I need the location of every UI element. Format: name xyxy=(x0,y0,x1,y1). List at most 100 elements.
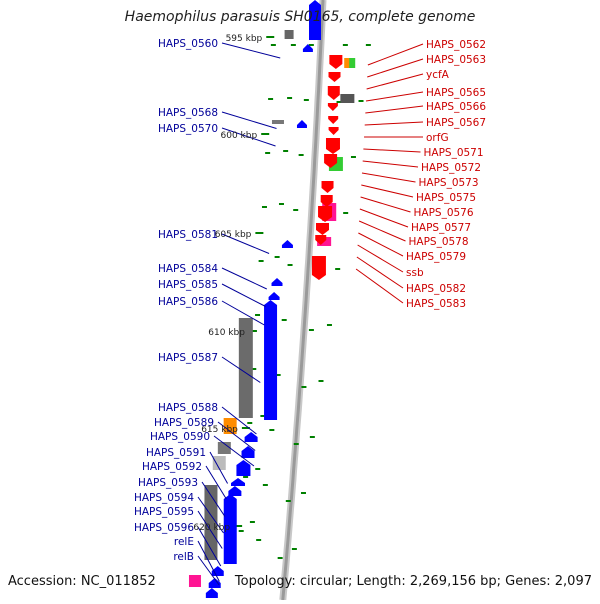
scale-label: 600 kbp xyxy=(221,131,258,141)
backbone-line xyxy=(281,0,325,601)
left-leader-line xyxy=(221,267,267,290)
feature-block xyxy=(284,30,294,39)
minus-strand-gene-arrow xyxy=(236,460,251,476)
left-gene-label: relB xyxy=(173,551,194,563)
feature-block xyxy=(223,418,237,434)
minus-strand-gene-arrow xyxy=(244,432,258,442)
plus-strand-gene-arrow xyxy=(328,116,339,124)
plus-strand-gene-arrow xyxy=(311,256,326,280)
left-gene-label: HAPS_0584 xyxy=(158,263,218,275)
feature-block xyxy=(349,58,356,68)
feature-block xyxy=(340,94,355,103)
right-gene-label: HAPS_0571 xyxy=(424,147,484,159)
right-gene-label: HAPS_0578 xyxy=(409,236,469,248)
plus-strand-gene-arrow xyxy=(324,154,338,168)
left-gene-label: HAPS_0591 xyxy=(146,447,206,459)
left-gene-label: HAPS_0595 xyxy=(134,506,194,518)
plus-strand-gene-arrow xyxy=(328,127,339,135)
right-leader-line xyxy=(367,58,424,78)
feature-block xyxy=(217,442,231,454)
left-gene-label: HAPS_0593 xyxy=(138,477,198,489)
left-gene-label: HAPS_0592 xyxy=(142,461,202,473)
left-leader-line xyxy=(205,465,227,500)
plus-strand-gene-arrow xyxy=(328,72,341,82)
right-gene-label: HAPS_0577 xyxy=(411,222,471,234)
minus-strand-gene-arrow xyxy=(296,120,307,128)
backbone-outer xyxy=(279,0,327,601)
right-leader-line xyxy=(362,160,419,168)
right-gene-label: HAPS_0576 xyxy=(414,207,474,219)
left-gene-label: HAPS_0581 xyxy=(158,229,218,241)
right-leader-line xyxy=(360,196,411,213)
right-gene-label: HAPS_0565 xyxy=(426,87,486,99)
map-title: Haemophilus parasuis SH0165, complete ge… xyxy=(124,9,476,25)
right-gene-label: ycfA xyxy=(426,69,450,81)
minus-strand-gene-arrow xyxy=(228,486,242,496)
gene-layer xyxy=(205,0,343,598)
right-leader-line xyxy=(358,232,404,257)
left-leader-line xyxy=(221,283,266,307)
right-gene-label: HAPS_0563 xyxy=(426,54,486,66)
left-leader-line xyxy=(221,111,277,129)
minus-strand-gene-arrow xyxy=(264,300,278,420)
minus-strand-gene-arrow xyxy=(309,0,321,40)
right-leader-line xyxy=(365,105,424,114)
backbone-layer xyxy=(279,0,327,601)
right-gene-label: HAPS_0583 xyxy=(406,298,466,310)
feature-block xyxy=(204,485,218,560)
plus-strand-gene-arrow xyxy=(318,206,333,222)
right-leader-line xyxy=(361,172,416,183)
plus-strand-gene-arrow xyxy=(325,138,340,154)
left-leader-line xyxy=(197,540,220,582)
right-gene-label: orfG xyxy=(426,132,449,144)
scale-label: 605 kbp xyxy=(215,230,252,240)
scale-label: 615 kbp xyxy=(201,425,238,435)
left-leader-line xyxy=(197,496,224,534)
feature-block xyxy=(271,120,284,124)
left-leader-line xyxy=(197,510,223,549)
minus-strand-gene-arrow xyxy=(281,240,293,248)
right-gene-label: HAPS_0572 xyxy=(421,162,481,174)
right-leader-line xyxy=(357,244,404,273)
left-gene-label: HAPS_0590 xyxy=(150,431,210,443)
plus-strand-gene-arrow xyxy=(321,181,334,193)
left-leader-line xyxy=(213,435,255,467)
left-gene-label: HAPS_0594 xyxy=(134,492,194,504)
right-gene-label: ssb xyxy=(406,267,424,279)
left-gene-label: relE xyxy=(174,536,194,548)
left-leader-line xyxy=(221,406,257,435)
feature-block xyxy=(238,318,253,418)
left-leader-line xyxy=(209,451,229,484)
tick-layer xyxy=(234,36,371,559)
plus-strand-gene-arrow xyxy=(327,103,338,111)
plus-strand-gene-arrow xyxy=(320,195,333,207)
minus-strand-gene-arrow xyxy=(241,446,255,458)
left-gene-label: HAPS_0585 xyxy=(158,279,218,291)
left-leader-line xyxy=(221,356,261,383)
feature-block xyxy=(212,456,226,470)
right-gene-label: HAPS_0567 xyxy=(426,117,486,129)
left-gene-label: HAPS_0596 xyxy=(134,522,194,534)
right-gene-label: HAPS_0575 xyxy=(416,192,476,204)
left-gene-label: HAPS_0560 xyxy=(158,38,218,50)
right-leader-line xyxy=(367,43,424,66)
left-leader-line xyxy=(201,481,226,517)
leader-line-layer xyxy=(197,42,424,586)
left-leader-line xyxy=(221,127,276,147)
minus-strand-gene-arrow xyxy=(223,494,237,564)
left-leader-line xyxy=(217,421,256,451)
scale-label: 610 kbp xyxy=(208,328,245,338)
left-leader-line xyxy=(197,555,220,586)
right-leader-line xyxy=(355,268,404,304)
feature-block xyxy=(188,575,201,587)
left-gene-label: HAPS_0588 xyxy=(158,402,218,414)
plus-strand-gene-arrow xyxy=(316,223,330,235)
right-leader-line xyxy=(359,208,409,228)
left-gene-label: HAPS_0568 xyxy=(158,107,218,119)
scale-label: 620 kbp xyxy=(193,523,230,533)
right-leader-line xyxy=(356,256,404,289)
right-leader-line xyxy=(361,184,414,198)
right-gene-label: HAPS_0582 xyxy=(406,283,466,295)
